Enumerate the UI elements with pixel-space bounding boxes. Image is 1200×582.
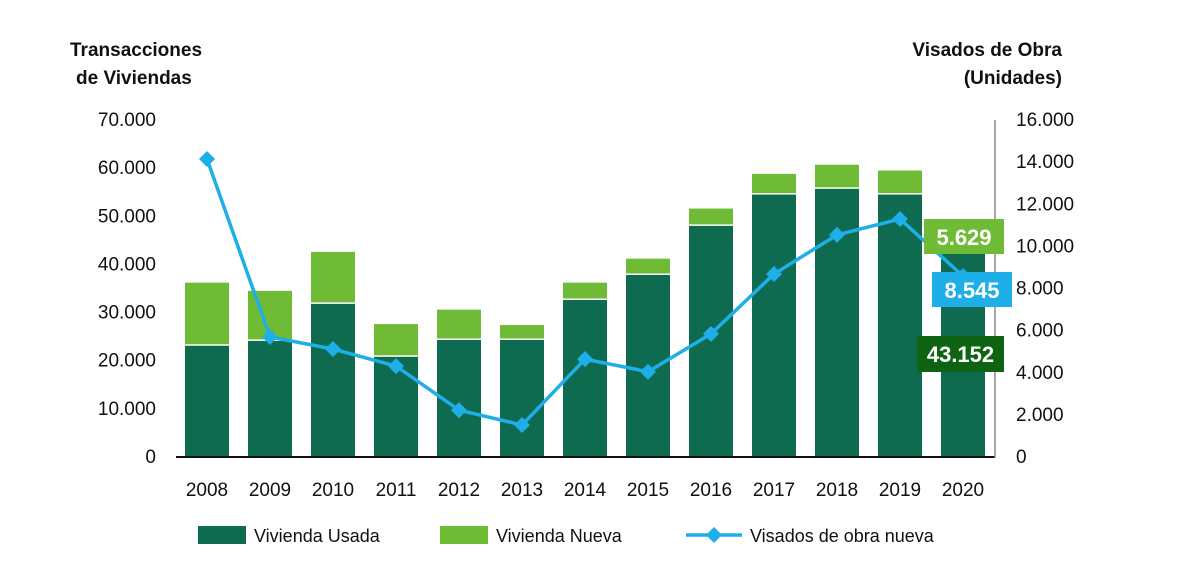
bar-vivienda-nueva-2010 (311, 251, 355, 303)
left-tick-label: 60.000 (98, 158, 156, 179)
x-tick-label: 2015 (627, 480, 669, 501)
right-axis-title-line2: (Unidades) (964, 68, 1062, 89)
point-visados-2012 (451, 402, 467, 419)
x-tick-label: 2017 (753, 480, 795, 501)
bar-vivienda-usada-2019 (878, 194, 922, 456)
point-visados-2019 (892, 211, 908, 228)
point-visados-2017 (766, 266, 782, 283)
x-tick-label: 2009 (249, 480, 291, 501)
point-visados-2014 (577, 351, 593, 368)
left-tick-label: 0 (145, 447, 156, 468)
x-tick-label: 2020 (942, 480, 984, 501)
right-tick-label: 2.000 (1016, 405, 1064, 426)
data-label: 5.629 (936, 225, 991, 250)
bar-vivienda-nueva-2013 (500, 325, 544, 339)
left-tick-label: 70.000 (98, 110, 156, 131)
point-visados-2009 (262, 328, 278, 345)
bar-vivienda-nueva-2008 (185, 282, 229, 345)
right-axis-title-line1: Visados de Obra (912, 40, 1062, 61)
point-visados-2018 (829, 226, 845, 243)
left-tick-label: 10.000 (98, 399, 156, 420)
point-visados-2008 (199, 151, 215, 168)
bar-vivienda-usada-2017 (752, 194, 796, 456)
bar-vivienda-usada-2008 (185, 345, 229, 456)
legend-label-usada: Vivienda Usada (254, 526, 381, 546)
x-tick-label: 2008 (186, 480, 228, 501)
left-tick-label: 40.000 (98, 254, 156, 275)
x-tick-label: 2011 (376, 480, 417, 501)
bar-vivienda-nueva-2018 (815, 164, 859, 188)
data-label-box (932, 272, 1012, 307)
left-axis-title-line1: Transacciones (70, 40, 202, 61)
bar-vivienda-usada-2010 (311, 303, 355, 456)
legend-label-visados: Visados de obra nueva (750, 526, 935, 546)
data-label: 43.152 (927, 342, 994, 367)
x-tick-label: 2018 (816, 480, 858, 501)
data-label: 8.545 (944, 278, 999, 303)
x-tick-label: 2016 (690, 480, 732, 501)
right-tick-label: 4.000 (1016, 363, 1064, 384)
bar-vivienda-nueva-2011 (374, 324, 418, 356)
bar-vivienda-nueva-2019 (878, 170, 922, 194)
x-tick-label: 2019 (879, 480, 921, 501)
data-label-box (924, 219, 1004, 254)
right-tick-label: 14.000 (1016, 152, 1074, 173)
right-tick-label: 16.000 (1016, 110, 1074, 131)
point-visados-2015 (640, 363, 656, 380)
bar-vivienda-nueva-2012 (437, 309, 481, 339)
legend-label-nueva: Vivienda Nueva (496, 526, 623, 546)
left-tick-label: 20.000 (98, 351, 156, 372)
x-tick-label: 2012 (438, 480, 480, 501)
legend-marker-visados (706, 527, 722, 543)
bar-vivienda-usada-2009 (248, 340, 292, 456)
bar-vivienda-nueva-2017 (752, 173, 796, 194)
legend-swatch-usada (198, 526, 246, 544)
bar-vivienda-nueva-2016 (689, 208, 733, 225)
bar-vivienda-usada-2013 (500, 339, 544, 456)
right-tick-label: 8.000 (1016, 279, 1064, 300)
right-tick-label: 12.000 (1016, 194, 1074, 215)
point-visados-2011 (388, 358, 404, 375)
x-tick-label: 2010 (312, 480, 354, 501)
legend-swatch-nueva (440, 526, 488, 544)
right-tick-label: 0 (1016, 447, 1027, 468)
right-tick-label: 6.000 (1016, 321, 1064, 342)
point-visados-2016 (703, 325, 719, 342)
point-visados-2010 (325, 341, 341, 358)
left-axis-title-line2: de Viviendas (76, 68, 192, 89)
right-tick-label: 10.000 (1016, 236, 1074, 257)
left-tick-label: 30.000 (98, 303, 156, 324)
x-tick-label: 2013 (501, 480, 543, 501)
bar-vivienda-nueva-2015 (626, 258, 670, 274)
bar-vivienda-usada-2014 (563, 300, 607, 456)
point-visados-2013 (514, 417, 530, 434)
left-tick-label: 50.000 (98, 206, 156, 227)
data-label-box (917, 336, 1004, 372)
x-tick-label: 2014 (564, 480, 607, 501)
bar-vivienda-nueva-2014 (563, 282, 607, 299)
